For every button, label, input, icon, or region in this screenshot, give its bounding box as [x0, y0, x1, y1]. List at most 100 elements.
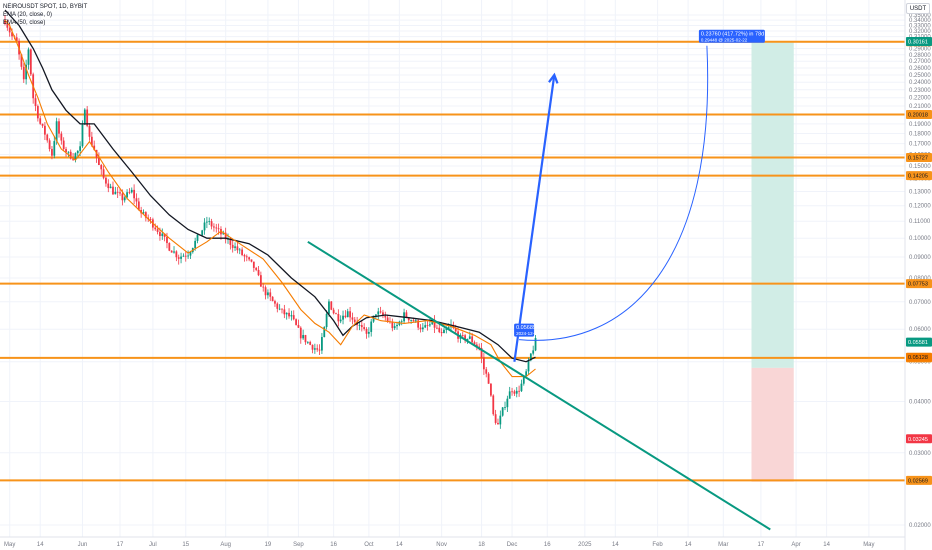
- note-line-2: 0.29448 @ 2025-02-22: [701, 37, 748, 42]
- y-tick-label: 0.34000: [909, 18, 931, 24]
- x-tick-label: Feb: [652, 542, 663, 548]
- candle-body: [328, 301, 330, 314]
- candle-body: [238, 249, 241, 251]
- candle-body: [518, 390, 520, 392]
- candle-body: [302, 335, 305, 339]
- candle-body: [506, 398, 509, 408]
- candle-body: [323, 327, 326, 338]
- projection-arrow-head: [548, 72, 559, 84]
- candle-body: [269, 292, 272, 297]
- candle-body: [405, 312, 408, 318]
- level-tag: [906, 153, 932, 163]
- y-tick-label: 0.06000: [909, 327, 931, 333]
- y-tick-label: 0.25000: [909, 73, 931, 79]
- candle-body: [69, 151, 72, 159]
- price-axis[interactable]: 0.350000.340000.330000.320000.310000.300…: [904, 0, 932, 550]
- candle-body: [466, 338, 469, 341]
- candle-body: [180, 256, 182, 259]
- y-tick-label: 0.29000: [909, 47, 931, 53]
- candle-body: [283, 309, 286, 315]
- y-tick-label: 0.07000: [909, 300, 931, 306]
- candle-body: [508, 391, 511, 399]
- candle-body: [119, 192, 121, 194]
- currency-button[interactable]: USDT: [906, 3, 930, 14]
- x-tick-label: Aug: [220, 542, 231, 548]
- candle-body: [208, 221, 211, 222]
- candle-body: [443, 329, 445, 334]
- time-axis[interactable]: May 14 Jun 17 Jul 15 Aug 19 Sep 16 Oct 14 Nov 18 Dec 16…: [0, 536, 905, 548]
- candle-body: [173, 251, 175, 253]
- candle-body: [29, 49, 32, 75]
- x-tick-label: Apr: [791, 542, 800, 548]
- candle-body: [133, 189, 136, 199]
- candle-body: [318, 349, 321, 351]
- candle-body: [487, 373, 490, 384]
- candle-body: [252, 261, 255, 268]
- candle-body: [105, 177, 107, 184]
- candle-body: [126, 192, 128, 198]
- candle-body: [36, 106, 39, 119]
- candle-body: [34, 98, 37, 107]
- candle-body: [306, 341, 309, 343]
- candle-body: [473, 342, 476, 345]
- candle-body: [229, 238, 232, 245]
- target-zone: [751, 41, 794, 368]
- candle-body: [51, 149, 53, 156]
- position-zones: [751, 41, 794, 482]
- candle-body: [428, 324, 431, 326]
- candle-body: [25, 64, 28, 80]
- candle-body: [290, 315, 293, 317]
- candle-body: [534, 338, 537, 351]
- candle-body: [278, 308, 281, 310]
- candle-body: [494, 414, 497, 423]
- y-tick-label: 0.08000: [909, 276, 931, 282]
- level-tag-label: 0.14205: [908, 174, 928, 180]
- candle-body: [358, 325, 361, 326]
- candle-body: [194, 240, 197, 249]
- candle-body: [461, 335, 464, 336]
- candle-body: [421, 327, 424, 330]
- y-tick-label: 0.22000: [909, 96, 931, 102]
- y-tick-label: 0.03000: [909, 451, 931, 457]
- chart-title: NEIROUSDT SPOT, 1D, BYBIT: [3, 4, 88, 10]
- y-tick-label: 0.21000: [909, 104, 931, 110]
- candle-body: [137, 201, 140, 211]
- candle-body: [161, 233, 164, 237]
- y-tick-label: 0.32000: [909, 29, 931, 35]
- candle-body: [386, 317, 389, 322]
- level-tag: [906, 110, 932, 120]
- x-tick-label: Jul: [149, 542, 157, 548]
- candle-body: [393, 326, 396, 329]
- y-tick-label: 0.05000: [909, 360, 931, 366]
- candle-body: [60, 133, 63, 141]
- x-tick-label: Sep: [293, 542, 304, 548]
- candle-body: [337, 314, 340, 322]
- candle-body: [20, 54, 23, 67]
- y-tick-label: 0.27000: [909, 59, 931, 65]
- candle-body: [53, 141, 56, 156]
- candle-body: [149, 219, 152, 220]
- y-tick-label: 0.23000: [909, 88, 931, 94]
- candle-body: [304, 335, 307, 343]
- candle-body: [438, 327, 441, 333]
- x-tick-label: Mar: [718, 542, 728, 548]
- price-axis-tags: 0.301130.200180.157270.142050.077530.051…: [906, 37, 932, 485]
- candle-body: [6, 23, 9, 28]
- candle-body: [236, 246, 239, 251]
- moving-averages: [4, 9, 536, 378]
- ema-fast-line: [4, 19, 536, 378]
- candle-body: [276, 303, 279, 309]
- candle-body: [123, 197, 126, 201]
- y-tick-label: 0.02000: [909, 523, 931, 529]
- candle-body: [187, 255, 190, 257]
- candle-body: [100, 165, 103, 170]
- candle-body: [86, 109, 89, 126]
- price-tag: [906, 434, 932, 444]
- candle-body: [492, 395, 495, 415]
- candle-body: [264, 287, 267, 296]
- ema-fast-legend: EMA (20, close, 0): [3, 12, 53, 18]
- candle-body: [313, 348, 316, 350]
- candle-body: [424, 325, 427, 328]
- price-tag-label: 0.05128: [908, 355, 928, 361]
